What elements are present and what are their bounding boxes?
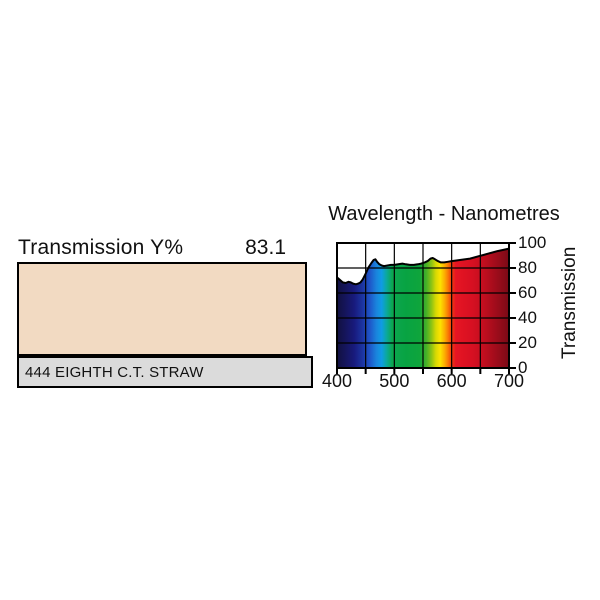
x-tick-label: 400: [321, 371, 353, 391]
y-tick-label: 60: [518, 283, 537, 302]
filter-name-label: 444 EIGHTH C.T. STRAW: [25, 363, 204, 381]
x-axis-tick-labels: 400 500 600 700: [322, 371, 550, 391]
y-tick-label: 80: [518, 258, 537, 277]
transmission-value: 83.1: [245, 236, 286, 259]
x-tick-label: 700: [493, 371, 525, 391]
filter-name-bar: 444 EIGHTH C.T. STRAW: [17, 356, 313, 388]
transmission-row: Transmission Y% 83.1: [18, 236, 286, 260]
y-axis-tick-labels: 0 20 40 60 80 100: [330, 234, 550, 382]
x-tick-label: 500: [379, 371, 410, 391]
y-tick-label: 20: [518, 333, 537, 352]
y-axis-title: Transmission: [559, 246, 580, 359]
spectrum-transmission-chart: [336, 242, 516, 374]
filter-color-swatch: [17, 262, 307, 356]
y-tick-label: 100: [518, 233, 547, 252]
transmission-label: Transmission Y%: [18, 236, 184, 259]
y-tick-label: 0: [518, 358, 528, 377]
x-tick-label: 600: [436, 371, 467, 391]
y-tick-label: 40: [518, 308, 537, 327]
chart-title: Wavelength - Nanometres: [328, 203, 560, 225]
